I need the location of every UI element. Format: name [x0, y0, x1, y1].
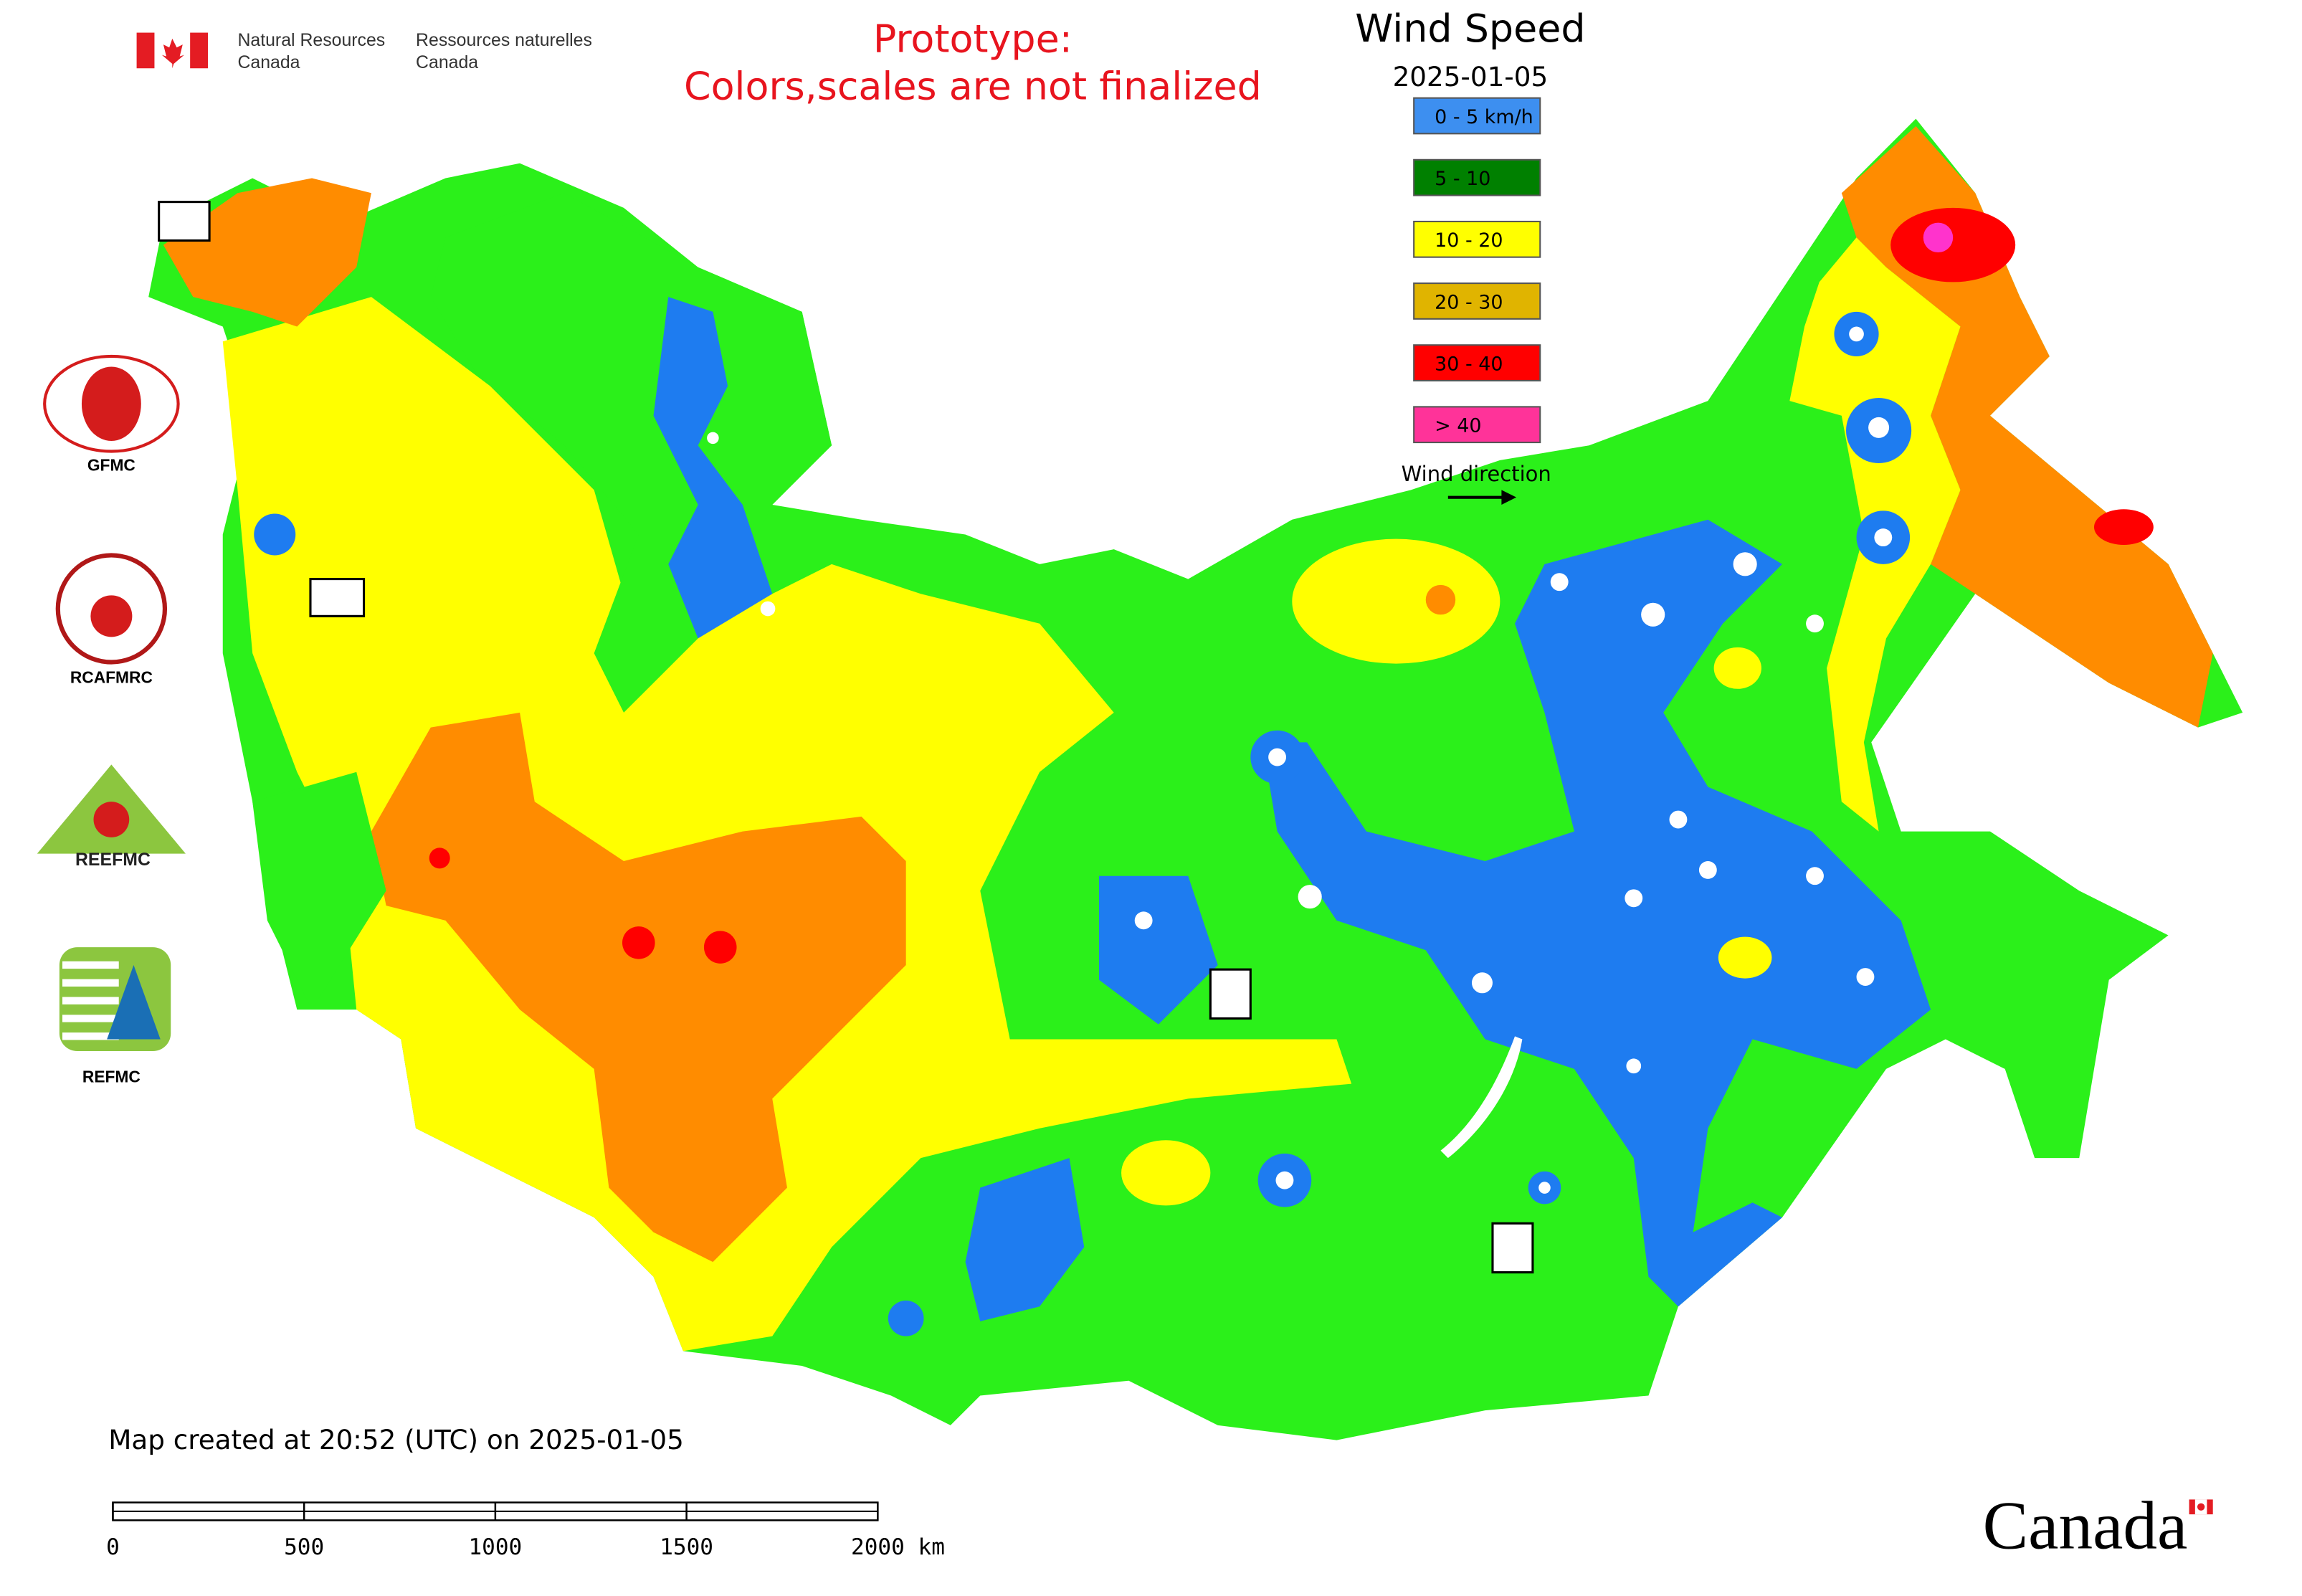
zone-yellow [1713, 647, 1761, 689]
calm-centres [707, 326, 1893, 1194]
marker-refmc [1209, 968, 1252, 1020]
legend-swatch [1413, 344, 1541, 381]
zone-orange [163, 178, 371, 327]
zone-orange [371, 712, 906, 1263]
gfmc-logo [43, 354, 180, 453]
canada-wordmark: Canada [1983, 1488, 2213, 1564]
logo-label: GFMC [87, 455, 135, 474]
reefmc-logo-flame [93, 802, 130, 837]
marker-gfmc [158, 201, 211, 242]
scale-label: 1000 [468, 1534, 522, 1560]
legend-title: Wind Speed [1355, 6, 1585, 51]
lake-baikal [1440, 1036, 1523, 1159]
legend-swatch [1413, 97, 1541, 135]
scale-label: 1500 [660, 1534, 713, 1560]
maple-leaf [161, 38, 184, 69]
wind-direction-label: Wind direction [1402, 462, 1551, 486]
legend-label: 10 - 20 [1435, 229, 1503, 252]
rcafmrc-logo-flame [90, 595, 133, 637]
nrcan-signature: Natural Resources Canada Ressources natu… [136, 31, 592, 72]
zone-yellow [1292, 538, 1500, 664]
marker-rcafmrc [1491, 1222, 1534, 1274]
flag-band [190, 32, 209, 69]
logos: GFMC RCAFMRC REEFMC REFMC [37, 354, 186, 1086]
zone-green [252, 771, 386, 1010]
notice: Prototype: [873, 16, 1072, 61]
legend-swatch [1413, 406, 1541, 444]
flag-band [136, 32, 155, 69]
legend: Wind Speed 2025-01-05 Wind direction 0 -… [1355, 6, 1586, 505]
legend-swatch [1413, 220, 1541, 258]
scale-label: 500 [284, 1534, 324, 1560]
legend-label: 0 - 5 km/h [1435, 106, 1533, 128]
zone-blue [1262, 519, 1931, 1307]
scale-bar: 0 500 1000 1500 2000 km [106, 1501, 945, 1560]
dept-en: Canada [237, 53, 300, 72]
zone-red [703, 931, 737, 964]
logo-label: RCAFMRC [70, 668, 153, 687]
refmc-logo-tree [107, 964, 161, 1040]
legend-label: 5 - 10 [1435, 168, 1490, 190]
legend-label: > 40 [1435, 415, 1481, 437]
legend-label: 20 - 30 [1435, 291, 1503, 313]
created-note: Map created at 20:52 (UTC) on 2025-01-05 [108, 1424, 684, 1455]
legend-date: 2025-01-05 [1393, 61, 1549, 92]
zone-red [429, 847, 450, 869]
map [148, 118, 2243, 1440]
zone-orange [1425, 584, 1456, 615]
dept-en: Natural Resources [237, 31, 385, 50]
wordmark-leaf [2197, 1503, 2205, 1511]
scale-label: 2000 km [851, 1534, 945, 1560]
legend-label: 30 - 40 [1435, 353, 1503, 375]
zone-magenta [1923, 222, 1954, 253]
zone-blue [653, 297, 773, 639]
legend-swatch [1413, 282, 1541, 320]
zone-blue [965, 1158, 1085, 1321]
zone-yellow [1718, 936, 1772, 979]
zone-red [1890, 207, 2016, 282]
legend-swatch [1413, 158, 1541, 196]
zone-red [622, 926, 655, 959]
marker-reefmc [309, 578, 366, 617]
zone-yellow [1121, 1140, 1211, 1206]
zone-yellow [222, 297, 1352, 1352]
refmc-logo-stripes [62, 961, 119, 1040]
dept-fr: Canada [416, 53, 478, 72]
dept-fr: Ressources naturelles [416, 31, 592, 50]
logo-text: REEFMC [75, 850, 151, 870]
gfmc-logo-flame [81, 366, 141, 441]
scale-label: 0 [106, 1534, 120, 1560]
map-markers [158, 201, 1534, 1274]
zone-red [2093, 509, 2154, 545]
notice: Colors,scales are not finalized [684, 64, 1262, 109]
wind-arrow-head [1501, 490, 1517, 505]
wordmark: Canada [1983, 1488, 2188, 1564]
logo-label: REFMC [82, 1068, 141, 1086]
